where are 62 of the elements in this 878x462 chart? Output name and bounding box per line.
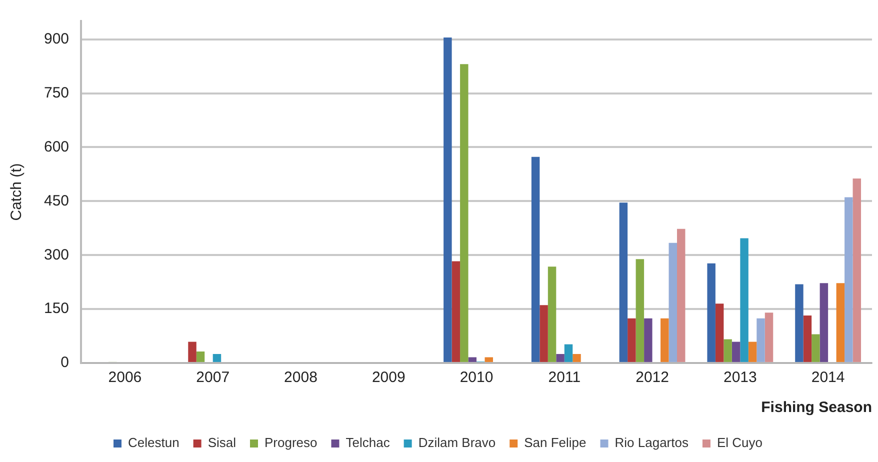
y-tick-label: 600: [44, 138, 70, 156]
bar: [556, 354, 564, 362]
bar: [764, 312, 774, 362]
bar: [531, 156, 540, 362]
bar: [460, 64, 468, 362]
bar: [628, 318, 636, 362]
bar: [795, 284, 804, 362]
bar: [844, 197, 853, 362]
x-tick-label: 2010: [460, 369, 494, 386]
bar: [852, 178, 862, 362]
legend-label: Rio Lagartos: [614, 435, 689, 450]
bar: [468, 357, 477, 362]
bar: [820, 283, 828, 362]
y-tick-label: 450: [44, 192, 70, 210]
bar: [644, 318, 652, 362]
legend-label: Telchac: [346, 435, 390, 450]
y-axis-title: Catch (t): [8, 163, 26, 221]
legend-label: Celestun: [128, 435, 180, 450]
bar: [548, 266, 556, 362]
bar: [756, 318, 765, 362]
bar: [444, 38, 452, 362]
bar: [564, 344, 573, 362]
bar: [540, 305, 548, 362]
bar: [572, 354, 581, 362]
x-tick-label: 2008: [284, 369, 318, 386]
bar: [707, 263, 716, 362]
x-axis-title: Fishing Season: [761, 399, 872, 416]
y-tick-label: 900: [44, 30, 70, 48]
y-tick-label: 300: [44, 246, 70, 264]
y-tick-label: 150: [44, 300, 70, 318]
bar: [188, 342, 196, 362]
bar: [836, 283, 845, 362]
legend-label: Dzilam Bravo: [418, 435, 496, 450]
bar: [740, 238, 748, 362]
bar: [484, 357, 493, 362]
bar: [452, 261, 460, 362]
bar: [668, 242, 678, 362]
x-tick-label: 2012: [636, 369, 669, 386]
y-tick-label: 750: [44, 84, 70, 102]
legend-label: Sisal: [208, 435, 236, 450]
bar: [660, 318, 669, 362]
bar: [732, 342, 740, 362]
bar: [724, 339, 732, 362]
bar: [812, 334, 820, 362]
bar: [636, 259, 644, 362]
bar: [212, 354, 222, 362]
legend-label: Progreso: [264, 435, 318, 450]
x-tick-label: 2007: [196, 369, 230, 386]
legend-label: San Felipe: [524, 435, 586, 450]
x-tick-label: 2011: [548, 369, 581, 386]
x-tick-label: 2014: [811, 369, 845, 386]
legend-label: El Cuyo: [716, 435, 763, 450]
y-tick-label: 0: [60, 354, 70, 372]
bar: [803, 316, 812, 362]
bar: [196, 351, 205, 362]
bar: [619, 202, 628, 362]
bar: [715, 304, 724, 362]
x-tick-label: 2006: [108, 369, 142, 386]
bar: [748, 342, 757, 362]
x-tick-label: 2009: [372, 369, 406, 386]
bar: [677, 228, 686, 362]
x-tick-label: 2013: [723, 369, 757, 386]
